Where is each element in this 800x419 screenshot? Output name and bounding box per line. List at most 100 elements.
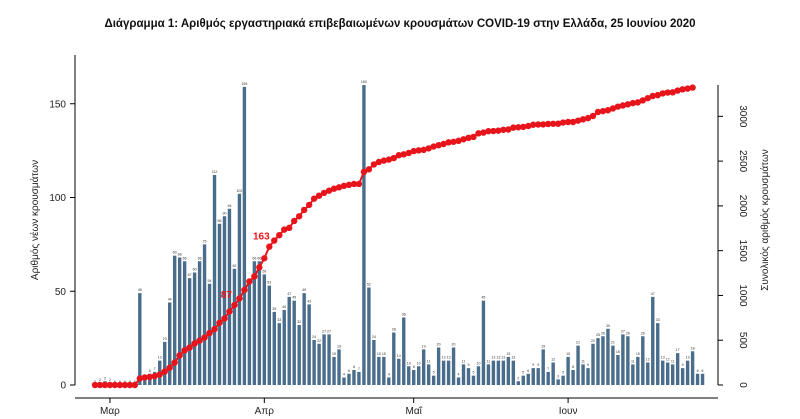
bar-value-label: 30 bbox=[606, 324, 610, 328]
bar bbox=[407, 366, 411, 385]
bar-value-label: 21 bbox=[611, 341, 615, 345]
bar-value-label: 10 bbox=[476, 361, 480, 365]
cumulative-annotation: 163 bbox=[253, 232, 270, 243]
bar bbox=[297, 325, 301, 385]
bar-value-label: 159 bbox=[241, 82, 247, 86]
bar-value-label: 47 bbox=[651, 292, 655, 296]
bar-value-label: 11 bbox=[427, 359, 431, 363]
left-y-ticks: 0 50 100 150 bbox=[49, 99, 75, 392]
bar bbox=[337, 349, 341, 386]
bar-value-label: 32 bbox=[297, 320, 301, 324]
y2-tick-label: 2000 bbox=[737, 195, 748, 218]
cumulative-point bbox=[176, 352, 183, 359]
bar bbox=[138, 293, 142, 386]
bar bbox=[227, 208, 232, 385]
bar-value-label: 11 bbox=[631, 359, 635, 363]
bar-value-label: 8 bbox=[413, 365, 415, 369]
bar bbox=[327, 334, 331, 386]
bar bbox=[347, 373, 351, 385]
bar bbox=[267, 285, 271, 386]
bar-value-label: 47 bbox=[287, 292, 291, 296]
cumulative-point bbox=[390, 154, 397, 162]
cumulative-point bbox=[291, 217, 298, 225]
bar-value-label: 26 bbox=[626, 331, 630, 335]
cumulative-point bbox=[171, 359, 178, 366]
bar-value-label: 27 bbox=[322, 329, 326, 333]
bar-value-label: 13 bbox=[442, 356, 446, 360]
cumulative-point bbox=[574, 117, 582, 124]
cumulative-point bbox=[281, 226, 288, 233]
bar-value-label: 27 bbox=[621, 329, 625, 333]
bar bbox=[182, 261, 187, 385]
bar-value-label: 5 bbox=[522, 371, 524, 375]
bar bbox=[322, 334, 326, 386]
cumulative-line-group bbox=[91, 84, 696, 389]
cumulative-point bbox=[295, 213, 303, 220]
y-tick-label: 150 bbox=[49, 99, 66, 110]
bar bbox=[621, 334, 625, 386]
bar bbox=[192, 272, 197, 385]
x-tick-label: Ιουν bbox=[559, 406, 578, 417]
cumulative-point bbox=[286, 224, 293, 232]
cumulative-point bbox=[216, 319, 223, 326]
bar-value-label: 2 bbox=[109, 378, 111, 382]
bar bbox=[392, 332, 396, 385]
bar-value-label: 112 bbox=[212, 170, 218, 174]
bar bbox=[566, 356, 570, 386]
cumulative-point bbox=[475, 130, 482, 137]
bar-value-label: 26 bbox=[641, 331, 645, 335]
bar bbox=[616, 355, 620, 385]
bar bbox=[546, 371, 550, 386]
cumulative-point bbox=[554, 120, 562, 127]
cumulative-point bbox=[564, 118, 572, 126]
bar-value-label: 9 bbox=[532, 363, 534, 367]
cumulative-point bbox=[206, 329, 213, 337]
bar bbox=[516, 381, 520, 385]
bar-value-label: 5 bbox=[562, 371, 564, 375]
bar bbox=[312, 340, 316, 385]
y2-tick-label: 3000 bbox=[737, 105, 748, 128]
y2-tick-label: 2500 bbox=[737, 150, 748, 173]
bar-value-label: 4 bbox=[458, 373, 460, 377]
cumulative-point bbox=[261, 255, 268, 262]
bar-value-label: 17 bbox=[676, 348, 680, 352]
bar bbox=[232, 268, 237, 385]
bar bbox=[481, 300, 486, 386]
bar-value-label: 15 bbox=[506, 352, 510, 356]
bar-value-label: 26 bbox=[601, 331, 605, 335]
x-tick-label: Μαρ bbox=[100, 406, 120, 417]
cumulative-point bbox=[226, 308, 233, 315]
chart-title: Διάγραμμα 1: Αριθμός εργαστηριακά επιβεβ… bbox=[104, 18, 695, 30]
cumulative-point bbox=[490, 127, 497, 135]
bar bbox=[387, 377, 391, 385]
cumulative-point bbox=[679, 86, 686, 93]
cumulative-point bbox=[315, 192, 323, 199]
bar bbox=[143, 379, 147, 386]
cumulative-point bbox=[256, 264, 263, 271]
cumulative-point bbox=[415, 147, 422, 154]
bar bbox=[646, 362, 650, 385]
bar-value-label: 66 bbox=[257, 256, 261, 260]
bar-value-label: 21 bbox=[576, 341, 580, 345]
bar bbox=[641, 336, 645, 385]
cumulative-point bbox=[510, 124, 517, 131]
bar-value-label: 8 bbox=[572, 365, 574, 369]
bar-value-label: 9 bbox=[682, 363, 684, 367]
bar-value-label: 14 bbox=[397, 354, 401, 358]
y2-tick-label: 1500 bbox=[737, 240, 748, 263]
bar bbox=[412, 370, 416, 385]
bar bbox=[187, 278, 192, 386]
cumulative-point bbox=[614, 103, 622, 110]
cumulative-point bbox=[425, 145, 432, 152]
bar-value-label: 10 bbox=[407, 361, 411, 365]
bar bbox=[222, 216, 227, 385]
bar bbox=[307, 304, 311, 386]
bar-value-label: 54 bbox=[208, 279, 212, 283]
cumulative-point bbox=[91, 381, 99, 389]
cumulative-point bbox=[186, 344, 193, 351]
bar-value-label: 2 bbox=[517, 376, 519, 380]
cumulative-point bbox=[435, 141, 442, 149]
bar bbox=[596, 338, 600, 386]
cumulative-point bbox=[395, 152, 402, 159]
bar bbox=[695, 373, 700, 385]
